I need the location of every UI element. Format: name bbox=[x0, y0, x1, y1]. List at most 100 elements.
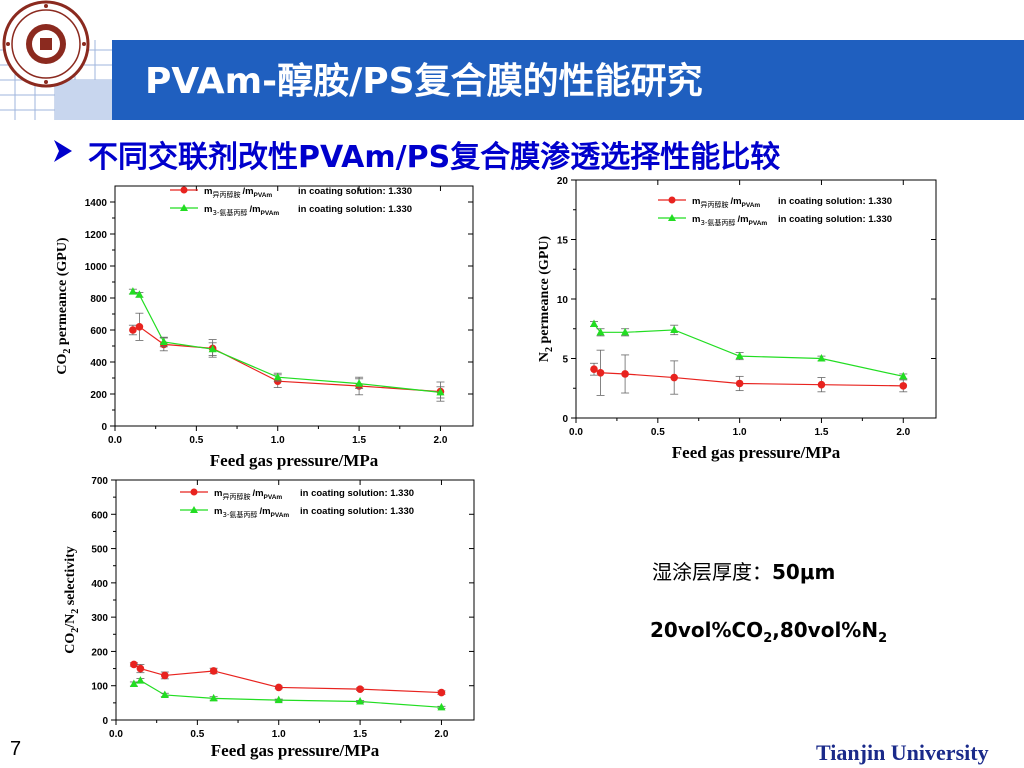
y-tick-label: 0 bbox=[102, 716, 108, 727]
data-point-green bbox=[128, 287, 137, 295]
x-tick-label: 1.5 bbox=[815, 427, 829, 438]
slide-subtitle: 不同交联剂改性PVAm/PS复合膜渗透选择性能比较 bbox=[88, 140, 781, 175]
legend-m: m bbox=[204, 204, 212, 215]
x-tick-label: 0.0 bbox=[108, 435, 122, 446]
legend-text: in coating solution: 1.330 bbox=[298, 204, 412, 215]
y-tick-label: 20 bbox=[557, 176, 569, 187]
x-tick-label: 2.0 bbox=[896, 427, 910, 438]
data-point-red bbox=[274, 683, 283, 692]
series-line-green bbox=[133, 679, 442, 708]
x-tick-label: 0.5 bbox=[651, 427, 665, 438]
legend-marker-red bbox=[668, 196, 676, 204]
feed-composition-note: 20vol%CO2,80vol%N2 bbox=[650, 618, 887, 646]
legend-sub1: 3-氨基丙醇 bbox=[222, 510, 257, 519]
data-point-green bbox=[596, 327, 605, 336]
y-tick-label: 200 bbox=[90, 390, 107, 401]
data-point-red bbox=[596, 368, 605, 377]
data-point-red bbox=[817, 380, 826, 389]
x-tick-label: 1.5 bbox=[352, 435, 366, 446]
x-tick-label: 0.0 bbox=[569, 427, 583, 438]
data-point-red bbox=[129, 326, 137, 334]
legend-sub2: PVAm bbox=[261, 210, 280, 217]
x-tick-label: 1.5 bbox=[353, 729, 367, 740]
feed-n2-sub: 2 bbox=[878, 631, 888, 646]
legend-sub2: PVAm bbox=[271, 512, 290, 519]
y-tick-label: 0 bbox=[101, 422, 107, 433]
x-tick-label: 1.0 bbox=[272, 729, 286, 740]
slide-title: PVAm-醇胺/PS复合膜的性能研究 bbox=[145, 61, 703, 102]
legend-marker-red bbox=[190, 488, 198, 496]
y-axis-label-part: permeance (GPU) bbox=[55, 237, 70, 349]
data-point-green bbox=[436, 387, 445, 396]
y-tick-label: 400 bbox=[90, 358, 107, 369]
y-axis-label: N2 permeance (GPU) bbox=[537, 236, 555, 363]
legend-m: m bbox=[692, 196, 700, 207]
data-point-green bbox=[129, 679, 138, 687]
x-axis-label: Feed gas pressure/MPa bbox=[211, 741, 380, 760]
legend-label-red: m异丙醇胺/mPVAm in coating solution: 1.330 bbox=[204, 186, 412, 199]
legend-slash: /m bbox=[252, 488, 263, 499]
data-point-green bbox=[160, 690, 169, 698]
y-axis-label-sub: 2 bbox=[62, 349, 73, 354]
legend-slash: /m bbox=[242, 186, 253, 197]
y-axis-label-part: /N bbox=[63, 614, 78, 629]
data-point-red bbox=[899, 382, 908, 390]
data-point-red bbox=[621, 370, 629, 378]
data-point-green bbox=[437, 702, 446, 711]
legend-m: m bbox=[214, 488, 222, 499]
legend-text: in coating solution: 1.330 bbox=[778, 214, 892, 225]
data-point-green bbox=[136, 676, 145, 684]
data-point-green bbox=[621, 327, 630, 336]
coating-thickness-note: 湿涂层厚度：50μm bbox=[652, 556, 835, 585]
legend-sub1: 3-氨基丙醇 bbox=[700, 218, 735, 227]
legend-m: m bbox=[214, 506, 222, 517]
data-point-green bbox=[273, 372, 282, 381]
legend-marker-green bbox=[668, 214, 676, 221]
y-tick-label: 700 bbox=[91, 476, 108, 487]
legend-sub1: 3-氨基丙醇 bbox=[212, 208, 247, 217]
y-tick-label: 400 bbox=[91, 579, 108, 590]
legend-sub1: 异丙醇胺 bbox=[222, 492, 250, 501]
legend-marker-red bbox=[180, 186, 188, 194]
x-tick-label: 1.0 bbox=[733, 427, 747, 438]
x-tick-label: 2.0 bbox=[434, 435, 448, 446]
legend-text: in coating solution: 1.330 bbox=[300, 506, 414, 517]
selectivity-chart: 0.0 0.5 1.0 1.5 2.0 0 100 200 300 400 500 600 700 Fee… bbox=[63, 476, 475, 760]
university-seal-icon bbox=[2, 0, 90, 88]
legend-slash: /m bbox=[737, 214, 748, 225]
title-bar bbox=[112, 0, 1024, 120]
x-tick-label: 0.5 bbox=[189, 435, 203, 446]
y-tick-label: 200 bbox=[91, 647, 108, 658]
x-tick-label: 1.0 bbox=[271, 435, 285, 446]
institution-name: Tianjin University bbox=[816, 740, 989, 765]
y-tick-label: 15 bbox=[557, 236, 569, 247]
y-tick-label: 0 bbox=[562, 414, 568, 425]
series-line-green bbox=[593, 323, 904, 377]
y-axis-label: CO2 permeance (GPU) bbox=[55, 237, 73, 375]
x-tick-label: 0.5 bbox=[190, 729, 204, 740]
n2-permeance-chart: 0.0 0.5 1.0 1.5 2.0 0 5 10 15 20 Feed gas pressure… bbox=[537, 176, 937, 462]
y-axis-label-sub: 2 bbox=[70, 628, 81, 633]
page-number: 7 bbox=[10, 738, 22, 760]
y-tick-label: 600 bbox=[90, 326, 107, 337]
legend-sub1: 异丙醇胺 bbox=[212, 190, 240, 199]
data-point-red bbox=[437, 688, 446, 697]
y-axis-label-part: CO bbox=[55, 353, 70, 374]
series-line-red bbox=[132, 326, 441, 393]
data-point-green bbox=[670, 325, 679, 333]
data-point-green bbox=[817, 354, 826, 362]
x-tick-label: 0.0 bbox=[109, 729, 123, 740]
legend-m: m bbox=[204, 186, 212, 197]
feed-co2-sub: 2 bbox=[763, 631, 773, 646]
y-tick-label: 600 bbox=[91, 510, 108, 521]
coating-thickness-label: 湿涂层厚度： bbox=[652, 560, 772, 584]
legend-text: in coating solution: 1.330 bbox=[300, 488, 414, 499]
y-tick-label: 5 bbox=[562, 355, 568, 366]
y-tick-label: 1400 bbox=[85, 198, 108, 209]
legend-m: m bbox=[692, 214, 700, 225]
x-tick-label: 2.0 bbox=[435, 729, 449, 740]
coating-thickness-value: 50μm bbox=[772, 560, 836, 584]
legend-slash: /m bbox=[730, 196, 741, 207]
y-tick-label: 500 bbox=[91, 545, 108, 556]
legend-label-red: m异丙醇胺/mPVAm in coating solution: 1.330 bbox=[214, 488, 414, 501]
